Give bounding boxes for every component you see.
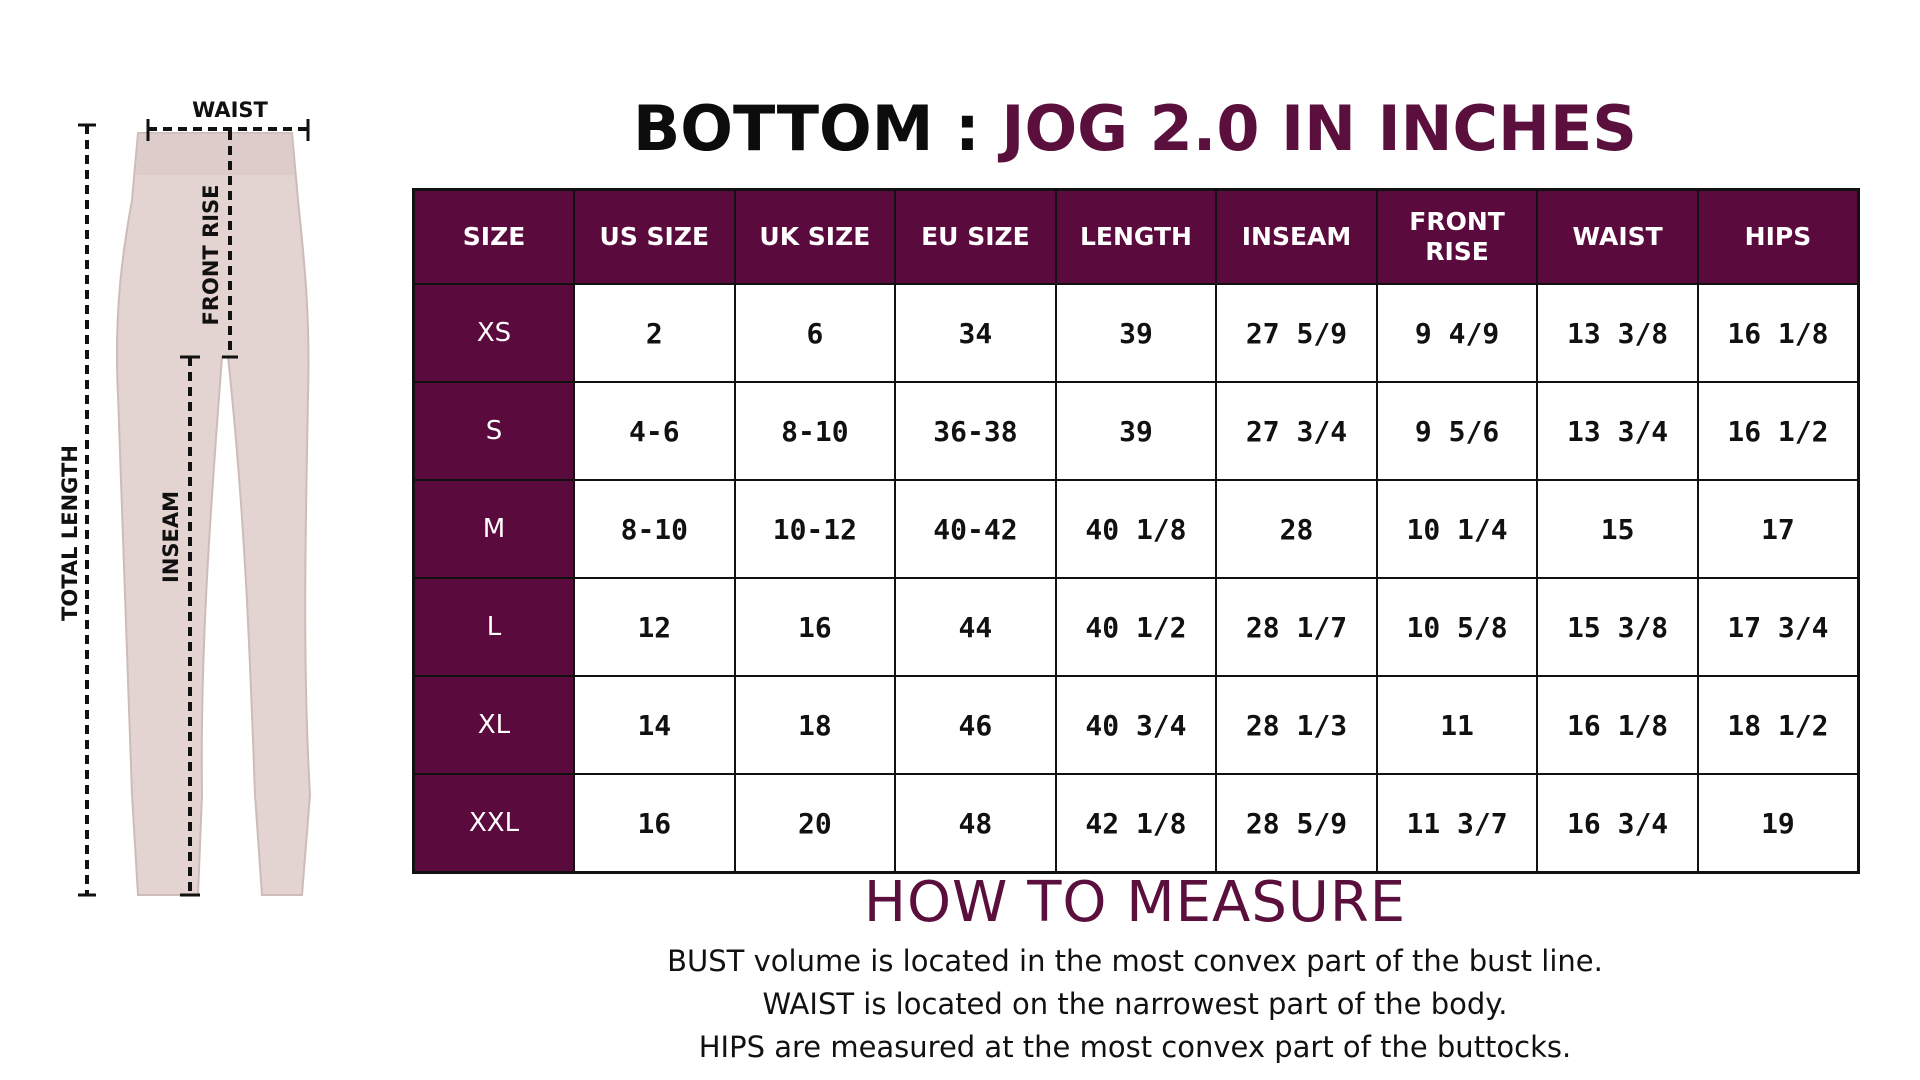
size-cell: M <box>412 479 576 579</box>
table-cell: 39 <box>1054 381 1218 481</box>
header-cell: EU SIZE <box>894 188 1057 285</box>
table-cell: 44 <box>894 577 1057 677</box>
instruction-line: BUST volume is located in the most conve… <box>667 944 1603 978</box>
instruction-line: WAIST is located on the narrowest part o… <box>762 987 1508 1021</box>
table-cell: 15 3/8 <box>1536 577 1699 677</box>
table-cell: 16 <box>733 577 897 677</box>
title-prefix: BOTTOM : <box>633 92 1002 165</box>
table-cell: 11 <box>1375 675 1539 775</box>
table-cell: 10 1/4 <box>1375 479 1539 579</box>
table-cell: 34 <box>894 283 1057 383</box>
table-cell: 20 <box>733 773 897 874</box>
size-cell: L <box>412 577 576 677</box>
table-cell: 40 1/8 <box>1054 479 1218 579</box>
size-cell: XS <box>412 283 576 383</box>
table-cell: 6 <box>733 283 897 383</box>
how-to-measure-instructions: BUST volume is located in the most conve… <box>410 940 1860 1069</box>
table-cell: 13 3/8 <box>1536 283 1699 383</box>
pants-measurement-figure: WAIST FRONT RISE TOTAL LENGTH INSEAM <box>40 95 370 915</box>
header-cell: INSEAM <box>1215 188 1378 285</box>
table-cell: 40 1/2 <box>1054 577 1218 677</box>
table-row: M 8-10 10-12 40-42 40 1/8 28 10 1/4 15 1… <box>412 479 1860 579</box>
header-cell: WAIST <box>1536 188 1699 285</box>
header-cell: SIZE <box>412 188 576 285</box>
header-cell: UK SIZE <box>733 188 897 285</box>
table-cell: 15 <box>1536 479 1699 579</box>
table-cell: 28 5/9 <box>1215 773 1378 874</box>
size-cell: XL <box>412 675 576 775</box>
table-cell: 39 <box>1054 283 1218 383</box>
instruction-line: HIPS are measured at the most convex par… <box>698 1030 1572 1064</box>
table-cell: 10 5/8 <box>1375 577 1539 677</box>
table-cell: 19 <box>1696 773 1860 874</box>
header-cell: LENGTH <box>1054 188 1218 285</box>
table-cell: 11 3/7 <box>1375 773 1539 874</box>
size-cell: XXL <box>412 773 576 874</box>
table-cell: 40-42 <box>894 479 1057 579</box>
total-length-label: TOTAL LENGTH <box>58 445 82 621</box>
table-cell: 10-12 <box>733 479 897 579</box>
table-cell: 4-6 <box>573 381 736 481</box>
table-cell: 27 3/4 <box>1215 381 1378 481</box>
table-cell: 17 <box>1696 479 1860 579</box>
table-cell: 27 5/9 <box>1215 283 1378 383</box>
waist-label: WAIST <box>192 98 268 122</box>
header-cell: US SIZE <box>573 188 736 285</box>
title-product: JOG 2.0 IN INCHES <box>1001 92 1637 165</box>
front-rise-label: FRONT RISE <box>199 184 223 325</box>
size-chart-table: SIZE US SIZE UK SIZE EU SIZE LENGTH INSE… <box>412 188 1860 874</box>
table-cell: 48 <box>894 773 1057 874</box>
table-cell: 14 <box>573 675 736 775</box>
table-row: XXL 16 20 48 42 1/8 28 5/9 11 3/7 16 3/4… <box>412 773 1860 874</box>
table-cell: 28 <box>1215 479 1378 579</box>
table-cell: 8-10 <box>733 381 897 481</box>
table-cell: 9 4/9 <box>1375 283 1539 383</box>
table-cell: 28 1/3 <box>1215 675 1378 775</box>
table-cell: 2 <box>573 283 736 383</box>
table-row: L 12 16 44 40 1/2 28 1/7 10 5/8 15 3/8 1… <box>412 577 1860 677</box>
table-cell: 16 1/8 <box>1696 283 1860 383</box>
table-cell: 9 5/6 <box>1375 381 1539 481</box>
table-cell: 18 1/2 <box>1696 675 1860 775</box>
header-cell: FRONT RISE <box>1375 188 1539 285</box>
table-row: XL 14 18 46 40 3/4 28 1/3 11 16 1/8 18 1… <box>412 675 1860 775</box>
table-cell: 16 1/2 <box>1696 381 1860 481</box>
size-cell: S <box>412 381 576 481</box>
table-row: S 4-6 8-10 36-38 39 27 3/4 9 5/6 13 3/4 … <box>412 381 1860 481</box>
header-cell: HIPS <box>1696 188 1860 285</box>
table-cell: 8-10 <box>573 479 736 579</box>
inseam-label: INSEAM <box>159 491 183 583</box>
table-cell: 40 3/4 <box>1054 675 1218 775</box>
table-cell: 16 1/8 <box>1536 675 1699 775</box>
table-cell: 16 <box>573 773 736 874</box>
table-row: XS 2 6 34 39 27 5/9 9 4/9 13 3/8 16 1/8 <box>412 283 1860 383</box>
table-cell: 28 1/7 <box>1215 577 1378 677</box>
table-cell: 13 3/4 <box>1536 381 1699 481</box>
table-cell: 17 3/4 <box>1696 577 1860 677</box>
table-cell: 12 <box>573 577 736 677</box>
table-cell: 18 <box>733 675 897 775</box>
table-cell: 42 1/8 <box>1054 773 1218 874</box>
table-cell: 36-38 <box>894 381 1057 481</box>
table-cell: 16 3/4 <box>1536 773 1699 874</box>
how-to-measure-title: HOW TO MEASURE <box>863 870 1407 935</box>
page-title: BOTTOM : JOG 2.0 IN INCHES <box>410 92 1860 165</box>
header-row: SIZE US SIZE UK SIZE EU SIZE LENGTH INSE… <box>412 188 1860 285</box>
table-cell: 46 <box>894 675 1057 775</box>
